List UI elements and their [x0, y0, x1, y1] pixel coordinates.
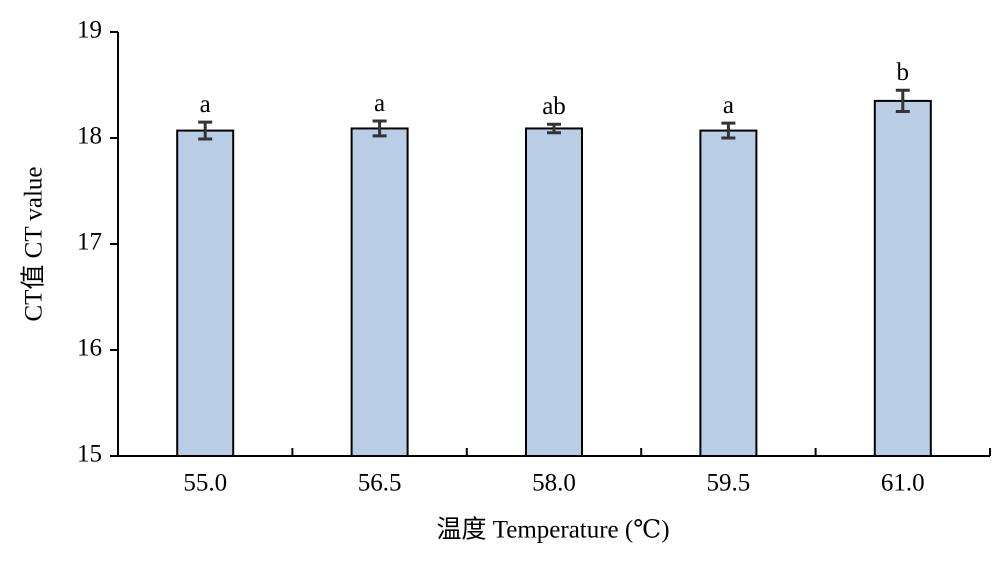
y-tick-label: 17: [77, 229, 102, 256]
y-tick-label: 16: [77, 335, 102, 362]
x-axis-label: 温度 Temperature (℃): [436, 516, 669, 544]
error-bar: [721, 121, 736, 140]
significance-label: a: [374, 90, 385, 117]
bar: [350, 127, 409, 458]
error-bar: [372, 119, 387, 138]
significance-label: a: [723, 92, 734, 119]
bar: [176, 129, 235, 458]
x-tick-label: 61.0: [881, 470, 925, 497]
x-tick-label: 56.5: [358, 470, 402, 497]
bar: [525, 127, 583, 458]
significance-label: ab: [542, 93, 566, 120]
y-axis-label: CT值 CT value: [20, 166, 48, 321]
bar: [873, 99, 932, 458]
error-bar: [895, 88, 910, 113]
x-tick-label: 59.5: [707, 470, 751, 497]
significance-label: b: [897, 59, 910, 86]
error-bar: [198, 120, 213, 141]
significance-label: a: [200, 91, 211, 118]
y-tick-label: 15: [77, 441, 102, 468]
bar: [699, 129, 758, 458]
x-tick-label: 58.0: [532, 470, 576, 497]
y-tick-label: 18: [77, 123, 102, 150]
y-tick-label: 19: [77, 17, 102, 44]
x-tick-label: 55.0: [183, 470, 227, 497]
error-bar: [547, 122, 561, 135]
